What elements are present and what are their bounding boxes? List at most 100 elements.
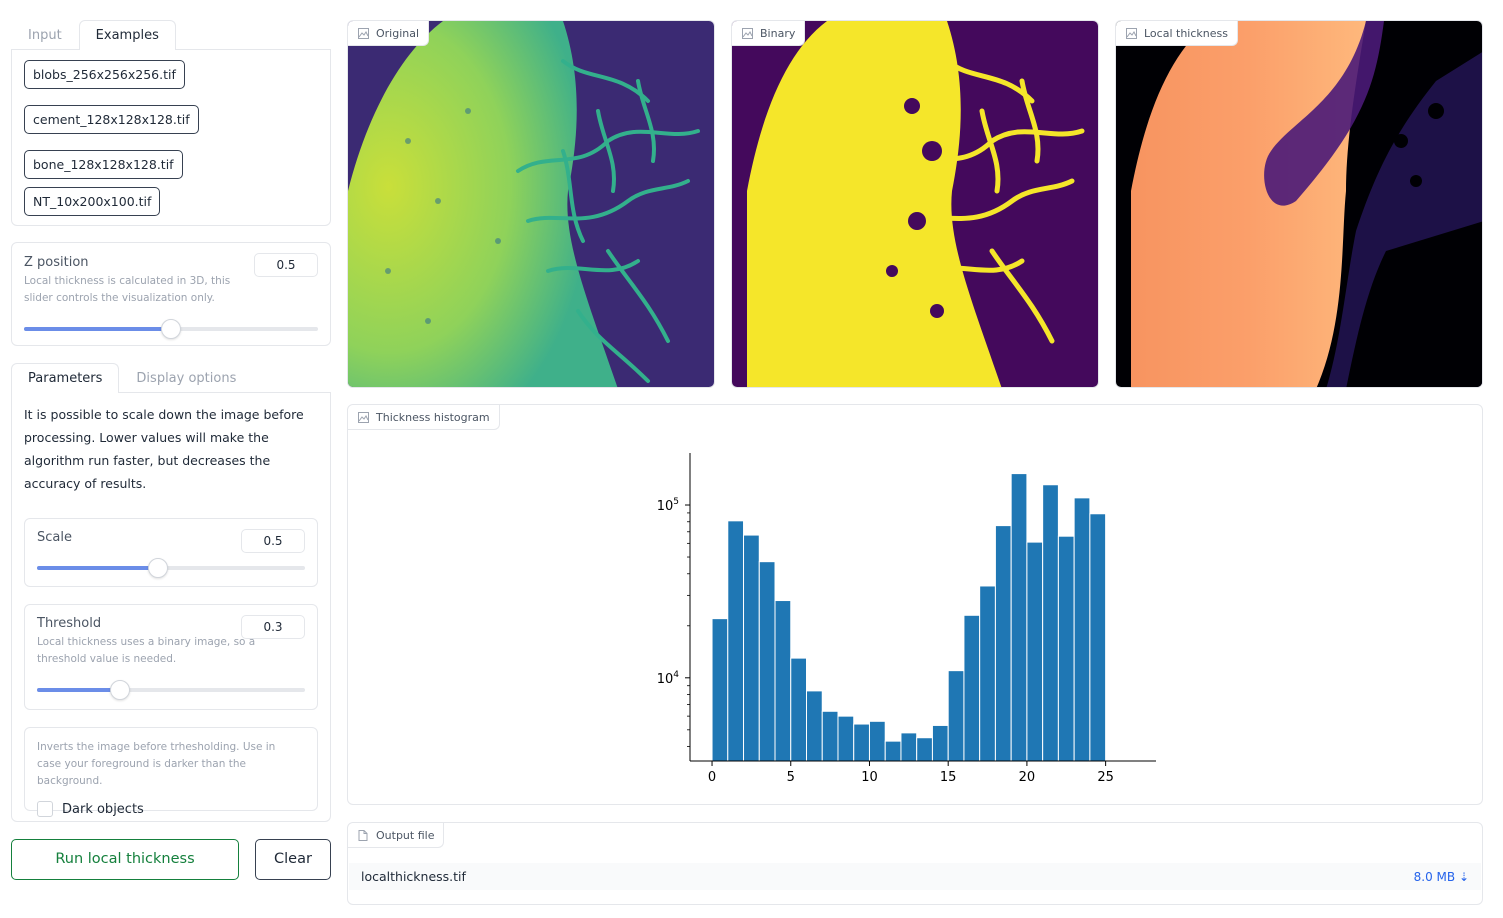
histogram-bar <box>821 710 839 762</box>
histogram-bar <box>947 670 965 762</box>
dark-objects-card: Inverts the image before trhesholding. U… <box>24 727 318 817</box>
histogram-bar <box>1026 541 1044 762</box>
histogram-bar <box>979 585 996 762</box>
thickness-image-panel: Local thickness <box>1115 20 1483 388</box>
histogram-bar <box>1057 535 1075 762</box>
z-position-label: Z position <box>24 255 89 270</box>
z-position-info: Local thickness is calculated in 3D, thi… <box>24 275 231 304</box>
threshold-info: Local thickness uses a binary image, so … <box>37 636 256 665</box>
binary-badge: Binary <box>732 21 806 46</box>
original-label: Original <box>376 27 420 40</box>
histogram-bar <box>1010 473 1028 762</box>
example-bone-button[interactable]: bone_128x128x128.tif <box>24 150 183 179</box>
scale-slider-fill <box>37 566 158 570</box>
histogram-bar <box>916 737 933 762</box>
histogram-label: Thickness histogram <box>376 411 490 424</box>
histogram-badge: Thickness histogram <box>348 405 500 430</box>
histogram-bar <box>853 723 870 762</box>
tab-examples[interactable]: Examples <box>78 20 176 50</box>
y-tick-label: 104 <box>657 670 680 687</box>
image-icon <box>1126 28 1137 39</box>
thickness-label: Local thickness <box>1144 27 1228 40</box>
param-tabs: Parameters Display options <box>11 363 331 393</box>
z-position-slider-fill <box>24 327 171 331</box>
x-tick-label: 15 <box>940 770 957 785</box>
histogram-bar <box>884 740 902 762</box>
threshold-slider-thumb[interactable] <box>110 680 131 700</box>
histogram-bar <box>963 614 981 762</box>
histogram-bar <box>758 561 776 762</box>
original-image-panel: Original <box>347 20 715 388</box>
parameters-panel: It is possible to scale down the image b… <box>11 392 331 822</box>
original-badge: Original <box>348 21 430 46</box>
thickness-badge: Local thickness <box>1116 21 1238 46</box>
binary-label: Binary <box>760 27 796 40</box>
dark-objects-info: Inverts the image before trhesholding. U… <box>37 741 276 787</box>
z-position-slider-thumb[interactable] <box>161 319 181 339</box>
dark-objects-label: Dark objects <box>62 801 144 817</box>
x-tick-label: 20 <box>1019 770 1036 785</box>
example-nt-button[interactable]: NT_10x200x100.tif <box>24 187 161 216</box>
tab-display-options[interactable]: Display options <box>136 371 237 386</box>
histogram-bar <box>711 618 729 762</box>
z-position-input[interactable]: 0.5 <box>254 253 318 277</box>
file-icon <box>358 830 368 841</box>
binary-image <box>732 21 1098 387</box>
x-tick-label: 0 <box>708 770 716 785</box>
examples-list: blobs_256x256x256.tif cement_128x128x128… <box>12 50 330 225</box>
clear-button[interactable]: Clear <box>255 839 331 880</box>
examples-panel: blobs_256x256x256.tif cement_128x128x128… <box>11 49 331 226</box>
histogram-bar <box>743 534 760 762</box>
histogram-bar <box>806 690 823 762</box>
output-filename: localthickness.tif <box>361 869 466 884</box>
x-tick-label: 25 <box>1097 770 1114 785</box>
threshold-label: Threshold <box>37 616 102 631</box>
download-link[interactable]: 8.0 MB ⇣ <box>1413 869 1469 884</box>
histogram-bar <box>727 520 745 762</box>
histogram-bar <box>774 600 792 762</box>
tab-parameters[interactable]: Parameters <box>11 363 120 393</box>
example-blobs-button[interactable]: blobs_256x256x256.tif <box>24 60 185 89</box>
original-image <box>348 21 714 387</box>
z-position-card: Z position Local thickness is calculated… <box>11 242 331 346</box>
scale-label: Scale <box>37 530 72 545</box>
scale-slider[interactable] <box>37 558 305 578</box>
scale-input[interactable]: 0.5 <box>241 529 305 553</box>
tab-input[interactable]: Input <box>28 28 62 43</box>
threshold-slider[interactable] <box>37 680 305 700</box>
run-button[interactable]: Run local thickness <box>11 839 239 880</box>
example-cement-button[interactable]: cement_128x128x128.tif <box>24 105 199 134</box>
histogram-bar <box>790 657 807 762</box>
image-icon <box>742 28 753 39</box>
histogram-bar <box>1089 513 1107 762</box>
histogram-bar <box>868 720 886 762</box>
output-file-row: localthickness.tif 8.0 MB ⇣ <box>349 863 1481 890</box>
action-buttons: Run local thickness Clear <box>11 839 331 880</box>
output-file-panel: Output file localthickness.tif 8.0 MB ⇣ <box>347 822 1483 905</box>
y-tick-label: 105 <box>657 497 679 514</box>
histogram-bar <box>931 724 949 762</box>
x-tick-label: 5 <box>787 770 795 785</box>
histogram-bar <box>837 715 855 762</box>
threshold-card: Threshold Local thickness uses a binary … <box>24 604 318 710</box>
dark-objects-row[interactable]: Dark objects <box>37 801 305 817</box>
threshold-input[interactable]: 0.3 <box>241 615 305 639</box>
left-panel: Input Examples blobs_256x256x256.tif cem… <box>11 20 331 880</box>
dark-objects-checkbox[interactable] <box>37 801 53 817</box>
histogram-panel: Thickness histogram 0 5 10 15 20 25 104 105 <box>347 404 1483 805</box>
input-tabs: Input Examples <box>11 20 331 50</box>
histogram-bar <box>1073 497 1091 762</box>
histogram-bar <box>994 525 1012 762</box>
parameters-description: It is possible to scale down the image b… <box>24 407 304 491</box>
x-tick-label: 10 <box>861 770 878 785</box>
histogram-bar <box>1042 484 1059 762</box>
scale-card: Scale 0.5 <box>24 518 318 587</box>
output-badge: Output file <box>348 823 445 848</box>
binary-image-panel: Binary <box>731 20 1099 388</box>
image-icon <box>358 412 369 423</box>
scale-slider-thumb[interactable] <box>147 558 168 578</box>
z-position-slider[interactable] <box>24 319 318 339</box>
output-label: Output file <box>376 829 435 842</box>
thickness-image <box>1116 21 1482 387</box>
threshold-slider-fill <box>37 688 121 692</box>
